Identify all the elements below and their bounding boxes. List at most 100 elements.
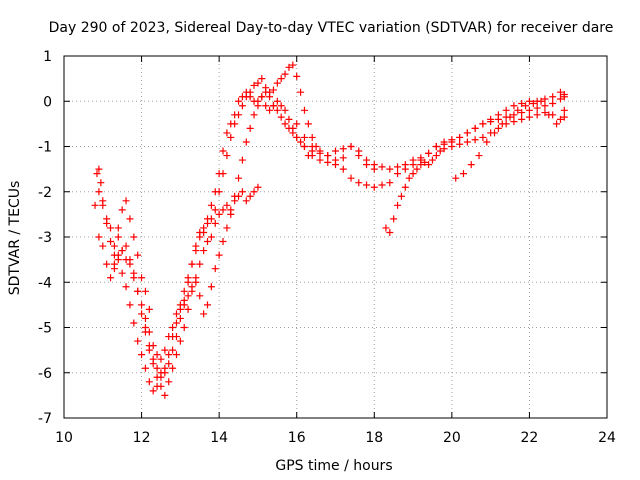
- data-point: [238, 102, 246, 110]
- y-tick-label: -3: [38, 230, 52, 246]
- data-point: [533, 111, 541, 119]
- data-point: [262, 88, 270, 96]
- data-point: [525, 97, 533, 105]
- data-point: [269, 102, 277, 110]
- data-point: [126, 301, 134, 309]
- data-point: [215, 170, 223, 178]
- data-point: [172, 351, 180, 359]
- data-point: [297, 88, 305, 96]
- data-point: [134, 287, 142, 295]
- data-points: [91, 61, 568, 399]
- data-point: [97, 179, 105, 187]
- data-point: [184, 305, 192, 313]
- data-point: [107, 224, 115, 232]
- data-point: [448, 143, 456, 150]
- data-point: [130, 269, 138, 277]
- data-point: [401, 183, 409, 191]
- data-point: [533, 104, 541, 112]
- data-point: [262, 102, 270, 110]
- data-point: [417, 161, 425, 169]
- y-tick-label: 0: [43, 94, 52, 110]
- data-point: [467, 161, 475, 169]
- x-tick-label: 22: [521, 430, 539, 446]
- data-point: [378, 163, 386, 171]
- data-point: [157, 369, 165, 377]
- data-point: [324, 152, 332, 160]
- data-point: [285, 63, 293, 71]
- data-point: [169, 364, 177, 372]
- y-axis-label: SDTVAR / TECUs: [7, 181, 23, 296]
- data-point: [456, 133, 464, 141]
- data-point: [118, 269, 126, 277]
- data-point: [211, 188, 219, 196]
- series-track-g: [452, 97, 568, 182]
- data-point: [529, 100, 537, 108]
- data-point: [107, 238, 115, 246]
- data-point: [494, 111, 502, 119]
- data-point: [556, 88, 564, 96]
- data-point: [130, 233, 138, 241]
- data-point: [211, 265, 219, 273]
- data-point: [541, 109, 549, 117]
- x-tick-label: 24: [598, 430, 616, 446]
- data-point: [200, 310, 208, 318]
- data-point: [145, 342, 153, 350]
- data-point: [560, 90, 568, 98]
- data-point: [231, 111, 239, 119]
- data-point: [200, 247, 208, 255]
- data-point: [176, 337, 184, 345]
- data-point: [223, 152, 231, 160]
- y-tick-label: -1: [38, 140, 52, 156]
- data-point: [149, 355, 157, 363]
- data-point: [289, 61, 297, 69]
- data-point: [525, 113, 533, 121]
- data-point: [494, 124, 502, 132]
- data-point: [537, 97, 545, 105]
- data-point: [281, 70, 289, 78]
- data-point: [157, 355, 165, 363]
- data-point: [145, 378, 153, 386]
- data-point: [176, 305, 184, 313]
- data-point: [324, 158, 332, 166]
- data-point: [293, 133, 301, 141]
- data-point: [281, 120, 289, 128]
- x-tick-label: 12: [133, 430, 151, 446]
- x-tick-label: 10: [55, 430, 73, 446]
- data-point: [549, 100, 557, 108]
- data-point: [390, 215, 398, 223]
- data-point: [114, 256, 122, 264]
- data-point: [118, 247, 126, 255]
- data-point: [277, 102, 285, 110]
- axes: [63, 55, 608, 419]
- data-point: [277, 75, 285, 83]
- data-point: [246, 93, 254, 101]
- data-point: [560, 113, 568, 121]
- data-point: [300, 106, 308, 114]
- y-tick-label: 1: [43, 49, 52, 65]
- data-point: [386, 179, 394, 187]
- data-point: [95, 233, 103, 241]
- data-point: [339, 154, 347, 162]
- y-tick-label: -7: [38, 411, 52, 427]
- data-point: [126, 215, 134, 223]
- data-point: [122, 283, 130, 291]
- data-point: [184, 292, 192, 300]
- data-point: [541, 95, 549, 103]
- data-point: [250, 111, 258, 119]
- data-point: [363, 156, 371, 164]
- data-point: [459, 170, 467, 178]
- data-point: [394, 170, 402, 178]
- data-point: [219, 147, 227, 155]
- data-point: [207, 201, 215, 209]
- data-point: [172, 319, 180, 327]
- x-tick-label: 16: [288, 430, 306, 446]
- y-tick-label: -2: [38, 185, 52, 201]
- data-point: [153, 373, 161, 381]
- data-point: [273, 79, 281, 87]
- data-point: [436, 147, 444, 155]
- data-point: [141, 287, 149, 295]
- data-point: [300, 133, 308, 141]
- data-point: [180, 287, 188, 295]
